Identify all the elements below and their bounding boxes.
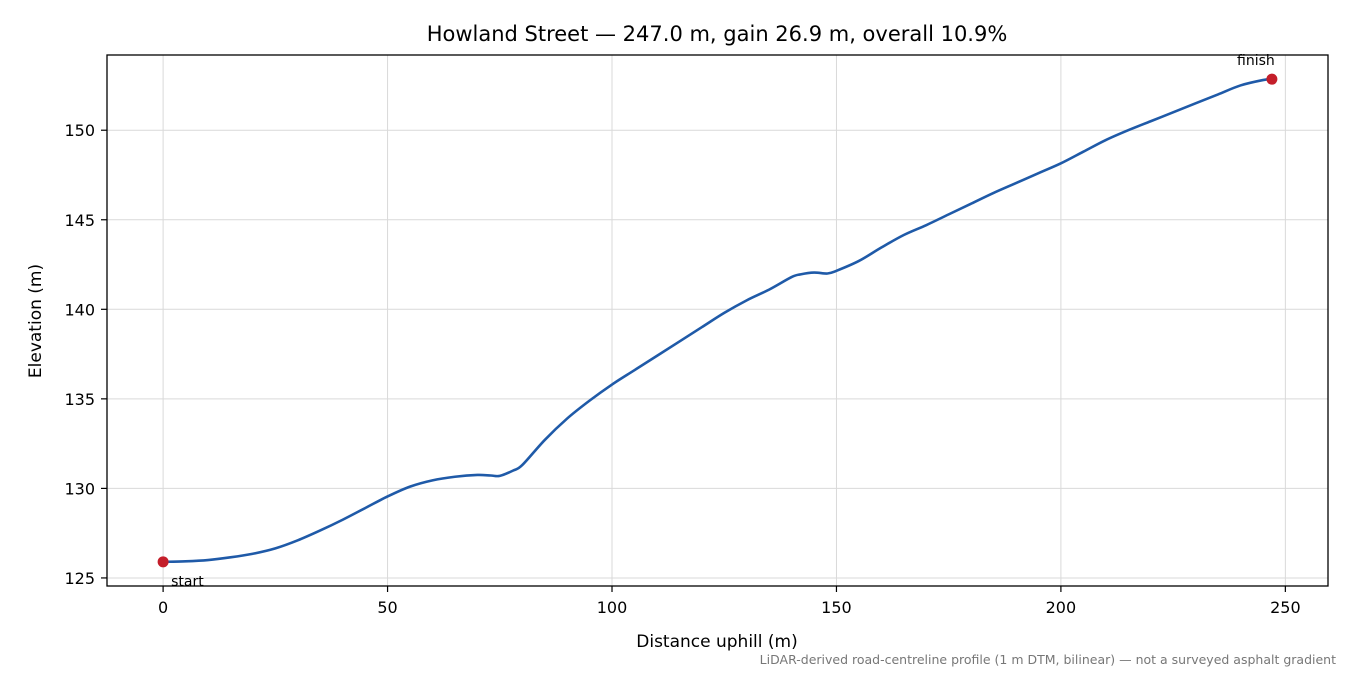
start-marker bbox=[157, 556, 169, 568]
plot-frame bbox=[106, 54, 1329, 587]
y-tick-label: 130 bbox=[64, 479, 95, 498]
start-label: start bbox=[171, 574, 204, 590]
x-tick-label: 100 bbox=[597, 598, 628, 617]
y-tick-label: 135 bbox=[64, 390, 95, 409]
finish-marker bbox=[1266, 73, 1278, 85]
elevation-series-line bbox=[161, 77, 1274, 564]
x-tick-label: 150 bbox=[821, 598, 852, 617]
footnote: LiDAR-derived road-centreline profile (1… bbox=[760, 652, 1336, 667]
x-tick-label: 250 bbox=[1270, 598, 1301, 617]
x-tick-label: 0 bbox=[158, 598, 168, 617]
y-tick-label: 145 bbox=[64, 211, 95, 230]
x-tick-label: 200 bbox=[1046, 598, 1077, 617]
grid-lines bbox=[107, 55, 1328, 586]
y-tick-label: 125 bbox=[64, 569, 95, 588]
endpoint-markers: start finish bbox=[157, 53, 1278, 590]
x-tick-label: 50 bbox=[377, 598, 397, 617]
y-tick-label: 140 bbox=[64, 300, 95, 319]
finish-label: finish bbox=[1237, 53, 1275, 69]
axis-ticks: 0 50 100 150 200 250 125 130 135 140 145 150 bbox=[64, 121, 1300, 617]
y-axis-label: Elevation (m) bbox=[26, 264, 46, 378]
chart-title: Howland Street — 247.0 m, gain 26.9 m, o… bbox=[427, 22, 1008, 46]
x-axis-label: Distance uphill (m) bbox=[636, 632, 797, 652]
y-tick-label: 150 bbox=[64, 121, 95, 140]
